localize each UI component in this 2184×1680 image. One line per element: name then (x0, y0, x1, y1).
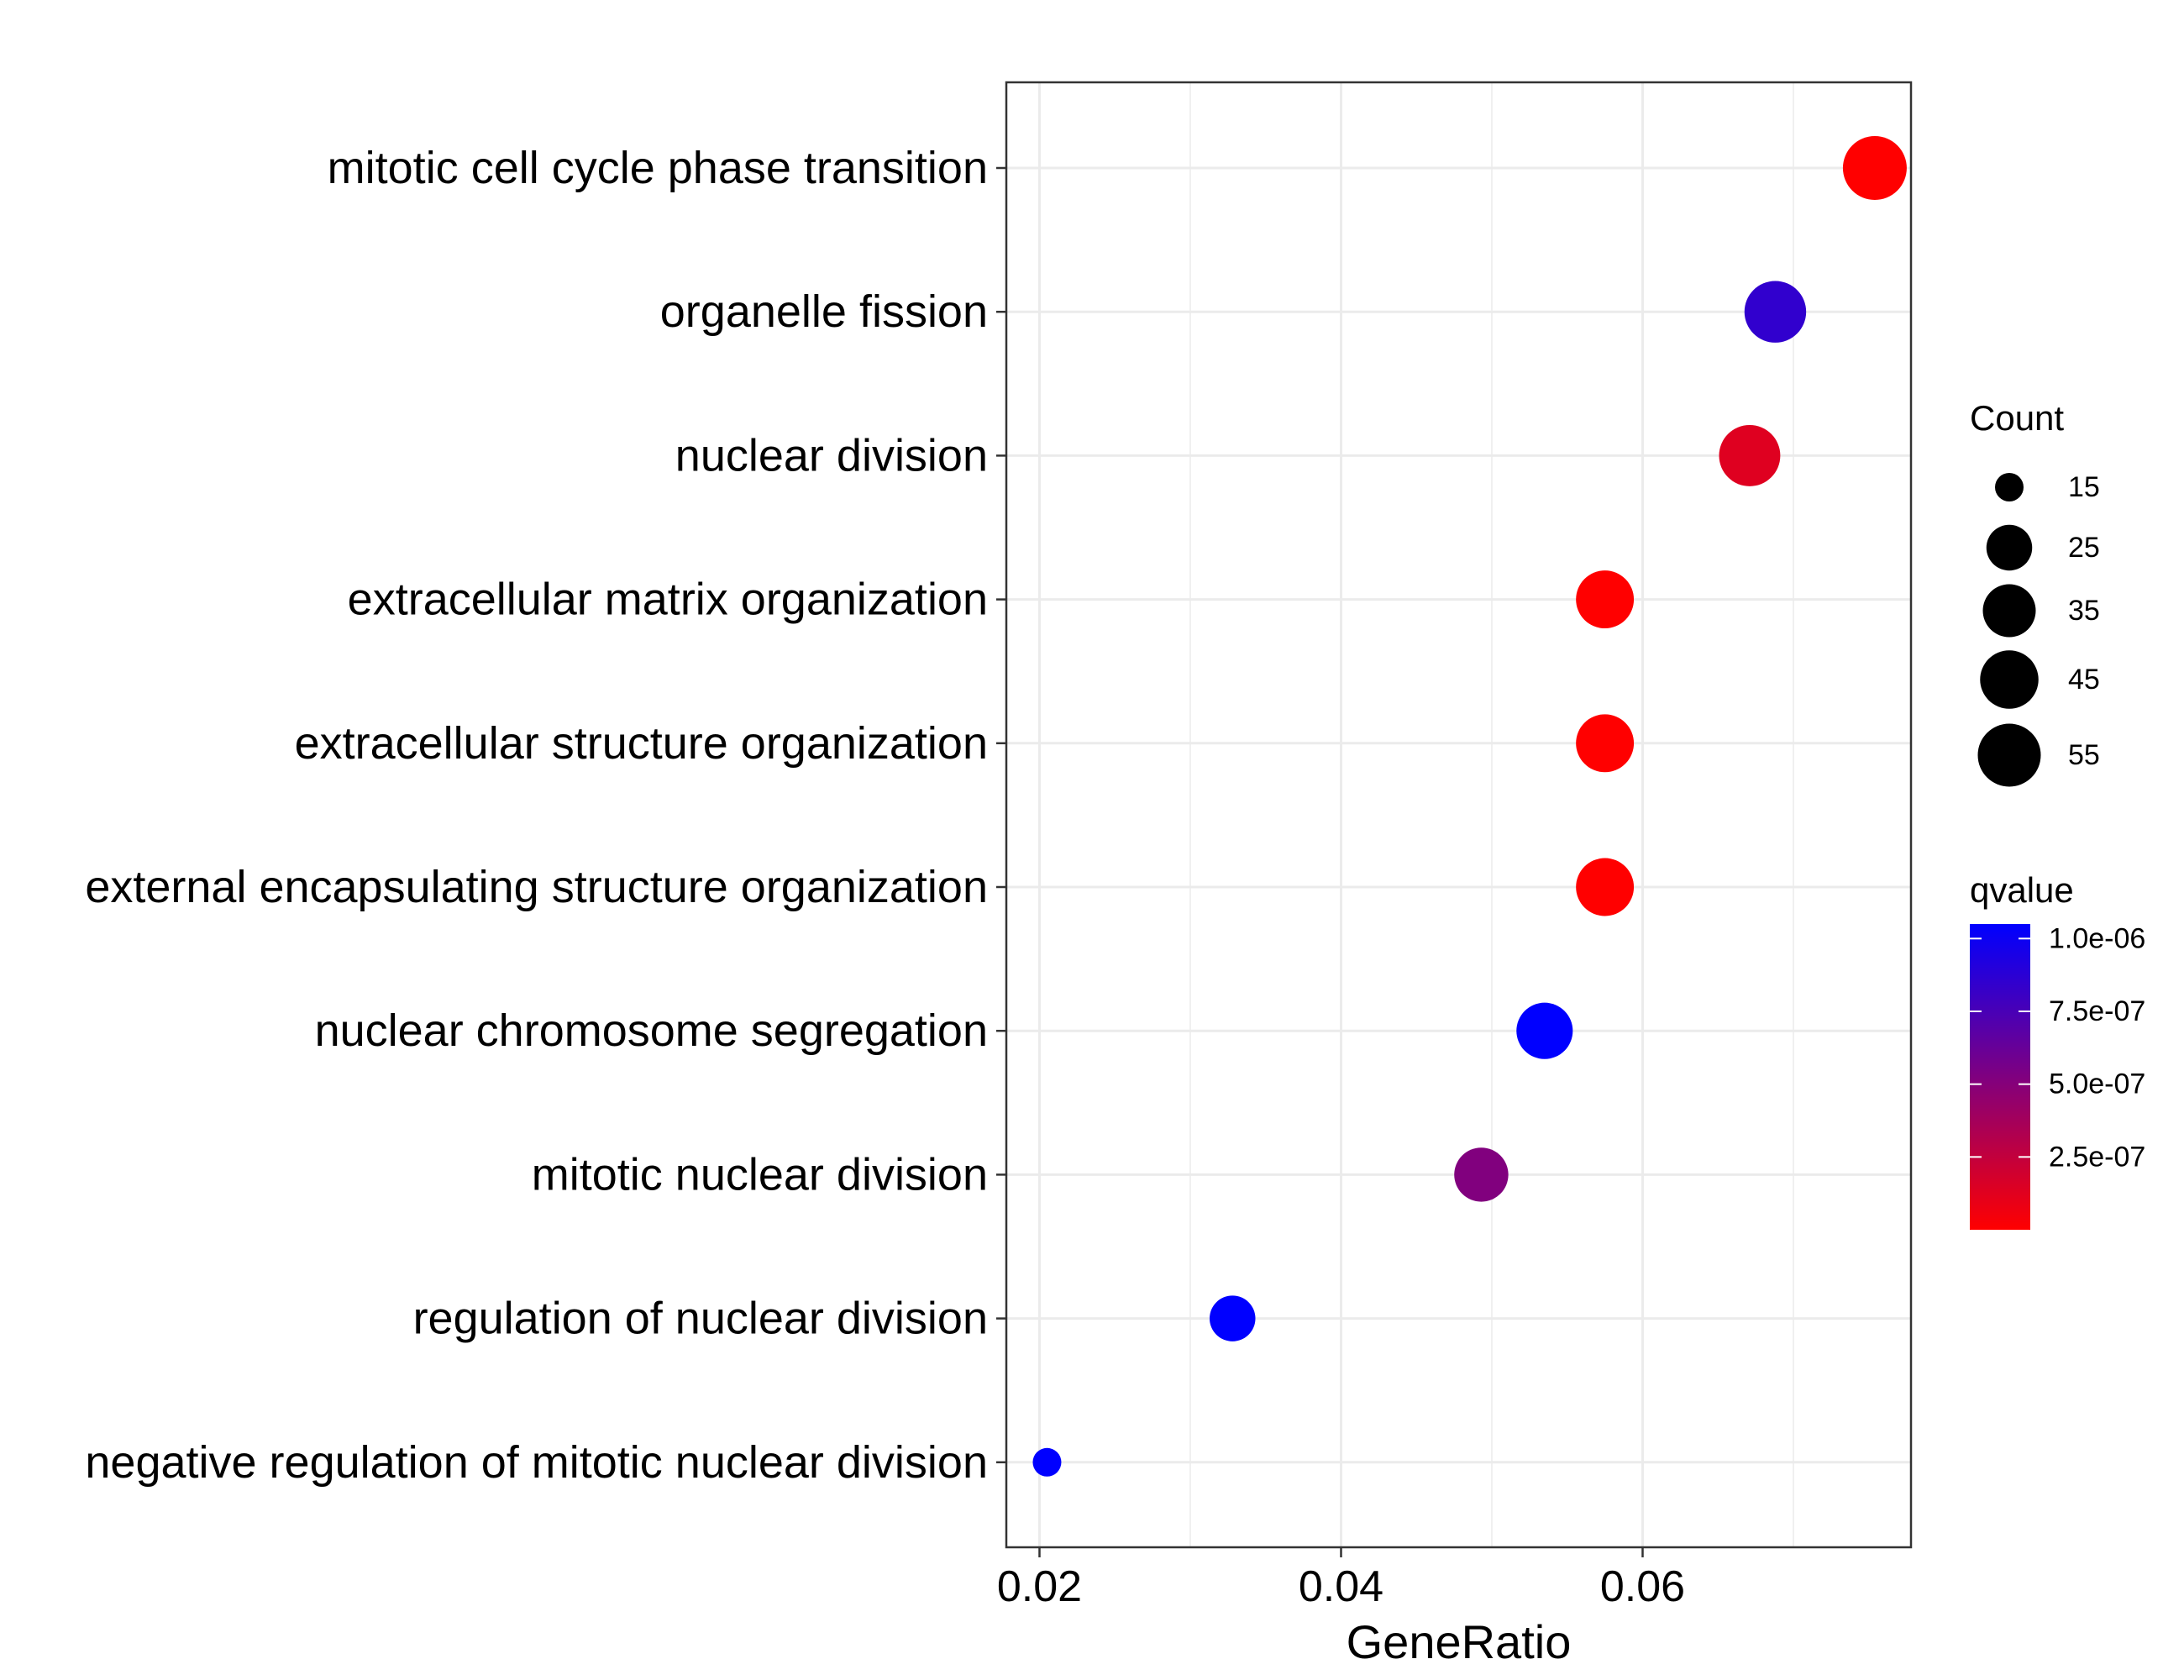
size-legend-label: 35 (2068, 595, 2100, 627)
size-legend-label: 55 (2068, 739, 2100, 771)
data-point (1576, 714, 1635, 773)
colorbar-tick-label: 1.0e-06 (2049, 922, 2145, 954)
size-legend-key (1977, 723, 2041, 787)
y-tick-label: mitotic cell cycle phase transition (328, 143, 988, 193)
data-point (1576, 858, 1635, 916)
colorbar-tick-label: 5.0e-07 (2049, 1068, 2145, 1100)
size-legend-key (1995, 473, 2024, 501)
data-point (1032, 1447, 1062, 1477)
x-axis: 0.02 0.04 0.06 (997, 1547, 1685, 1611)
size-legend: Count 15 25 35 45 55 (1970, 398, 2100, 787)
size-legend-label: 15 (2068, 471, 2100, 503)
colorbar-tick-label: 2.5e-07 (2049, 1141, 2145, 1173)
qvalue-colorbar (1970, 924, 2030, 1230)
y-tick-label: mitotic nuclear division (532, 1149, 988, 1200)
data-point (1516, 1002, 1573, 1059)
colorbar-tick-label: 7.5e-07 (2049, 995, 2145, 1027)
data-points (1032, 136, 1907, 1477)
x-tick-label: 0.02 (997, 1562, 1082, 1611)
data-point (1210, 1295, 1256, 1341)
data-point (1842, 136, 1907, 200)
size-legend-key (1982, 584, 2036, 638)
size-legend-title: Count (1970, 398, 2064, 438)
data-point (1576, 570, 1635, 629)
x-axis-title: GeneRatio (1347, 1615, 1572, 1668)
y-tick-label: regulation of nuclear division (413, 1294, 988, 1344)
y-tick-label: external encapsulating structure organiz… (85, 862, 988, 912)
y-tick-label: extracellular matrix organization (348, 575, 988, 625)
data-point (1454, 1147, 1509, 1202)
y-tick-label: nuclear division (675, 430, 988, 480)
y-tick-label: extracellular structure organization (295, 718, 988, 769)
x-tick-label: 0.06 (1600, 1562, 1685, 1611)
y-tick-label: negative regulation of mitotic nuclear d… (85, 1437, 988, 1488)
y-axis: mitotic cell cycle phase transition organ… (85, 143, 1006, 1488)
size-legend-key (1986, 524, 2033, 571)
data-point (1719, 424, 1781, 486)
size-legend-label: 45 (2068, 664, 2100, 696)
size-legend-key (1980, 650, 2039, 709)
color-legend: qvalue 1.0e-06 7.5e-07 5.0e-07 2.5e-07 (1970, 870, 2145, 1230)
y-tick-label: organelle fission (660, 286, 988, 337)
data-point (1744, 281, 1807, 343)
panel-border (1005, 81, 1913, 1549)
color-legend-title: qvalue (1970, 870, 2074, 910)
x-tick-label: 0.04 (1299, 1562, 1383, 1611)
y-tick-label: nuclear chromosome segregation (315, 1005, 988, 1056)
size-legend-label: 25 (2068, 532, 2100, 564)
